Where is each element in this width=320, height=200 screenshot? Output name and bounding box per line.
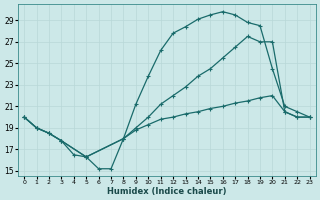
X-axis label: Humidex (Indice chaleur): Humidex (Indice chaleur) [107, 187, 227, 196]
